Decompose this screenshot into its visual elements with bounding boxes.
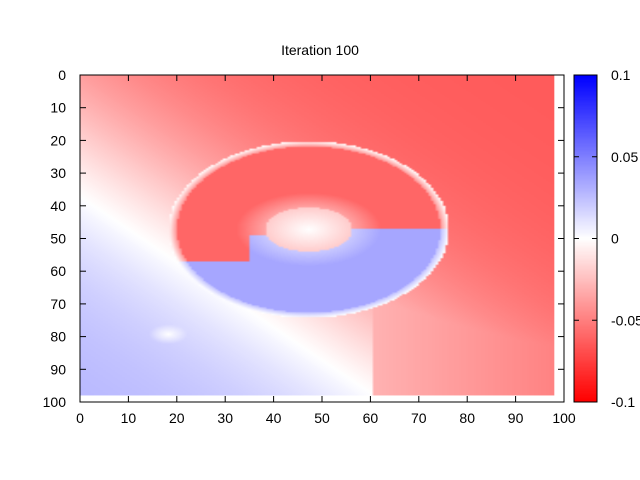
colorbar-tick-label: -0.05 xyxy=(611,312,640,328)
y-tick-label: 80 xyxy=(50,329,66,345)
colorbar-tick-label: -0.1 xyxy=(611,394,635,410)
x-axis: 0 10 20 30 40 50 60 70 80 90 100 xyxy=(76,75,576,426)
y-tick-label: 20 xyxy=(50,132,66,148)
y-axis: 0 10 20 30 40 50 60 70 80 90 100 xyxy=(43,67,564,410)
y-tick-label: 90 xyxy=(50,361,66,377)
x-tick-label: 40 xyxy=(266,410,282,426)
plot-area xyxy=(79,74,565,403)
y-tick-label: 70 xyxy=(50,296,66,312)
y-tick-label: 100 xyxy=(43,394,67,410)
colorbar-tick-label: 0.05 xyxy=(611,149,638,165)
x-tick-label: 10 xyxy=(121,410,137,426)
x-tick-label: 30 xyxy=(217,410,233,426)
colorbar-ticks: 0.1 0.05 0 -0.05 -0.1 xyxy=(574,67,640,410)
x-tick-label: 20 xyxy=(169,410,185,426)
x-tick-label: 80 xyxy=(459,410,475,426)
y-tick-label: 30 xyxy=(50,165,66,181)
y-tick-label: 40 xyxy=(50,198,66,214)
colorbar: 0.1 0.05 0 -0.05 -0.1 xyxy=(573,67,640,410)
colorbar-tick-label: 0 xyxy=(611,231,619,247)
y-tick-label: 50 xyxy=(50,231,66,247)
x-tick-label: 90 xyxy=(508,410,524,426)
heatmap-image xyxy=(80,75,555,396)
x-tick-label: 100 xyxy=(552,410,576,426)
x-tick-label: 60 xyxy=(363,410,379,426)
x-tick-label: 70 xyxy=(411,410,427,426)
chart-title: Iteration 100 xyxy=(281,42,359,58)
colorbar-tick-label: 0.1 xyxy=(611,67,631,83)
x-tick-label: 0 xyxy=(76,410,84,426)
y-tick-label: 60 xyxy=(50,263,66,279)
colorbar-gradient xyxy=(574,75,597,402)
y-tick-label: 0 xyxy=(58,67,66,83)
y-tick-label: 10 xyxy=(50,100,66,116)
x-tick-label: 50 xyxy=(314,410,330,426)
